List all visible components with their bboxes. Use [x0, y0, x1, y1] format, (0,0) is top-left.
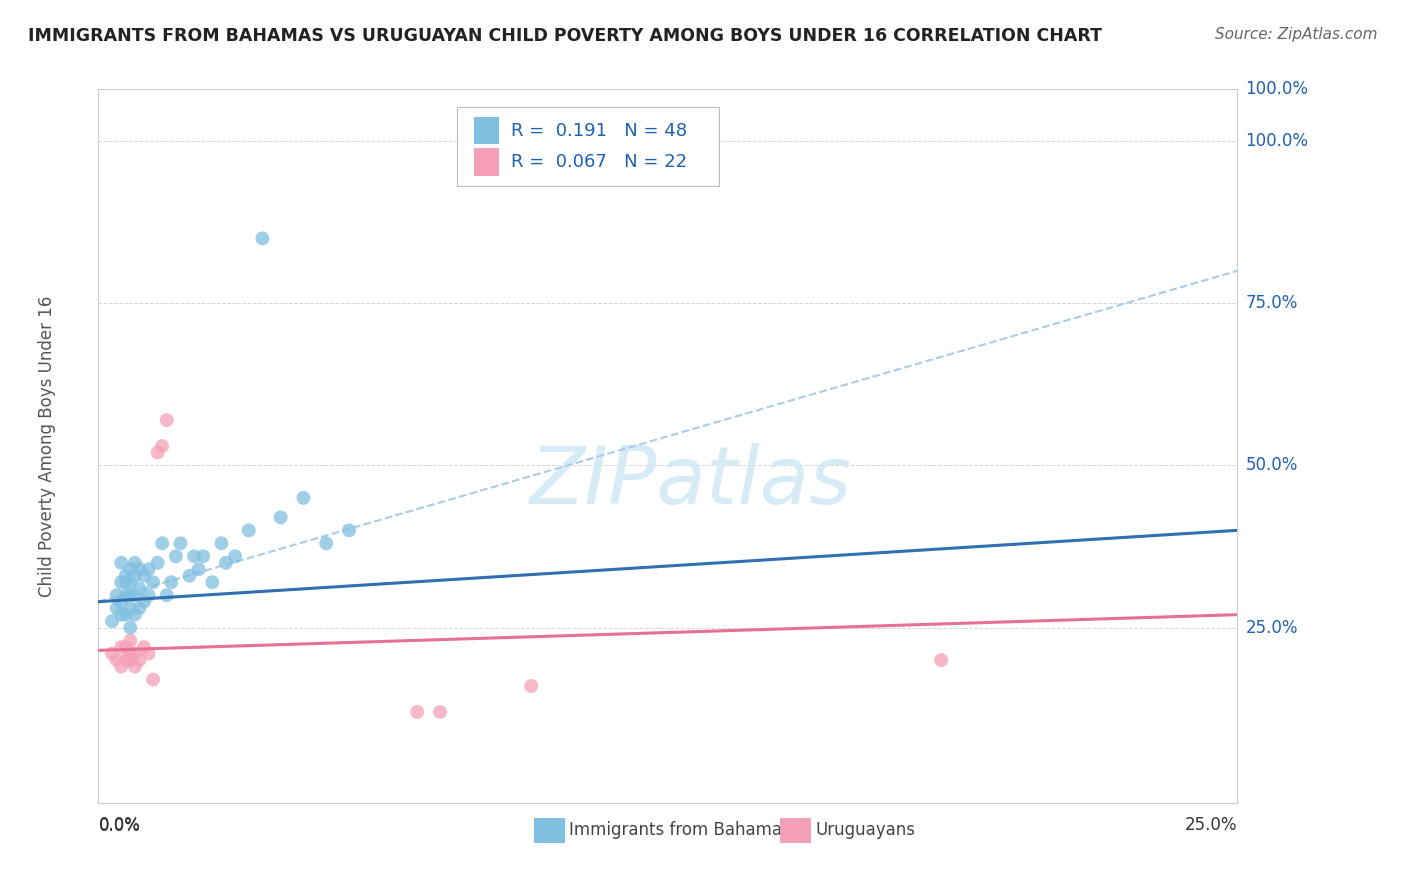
- Point: [128, 601, 150, 615]
- Point: [520, 679, 543, 693]
- Text: Source: ZipAtlas.com: Source: ZipAtlas.com: [1215, 27, 1378, 42]
- Point: [120, 575, 142, 590]
- Text: 25.0%: 25.0%: [1246, 619, 1298, 637]
- Text: 75.0%: 75.0%: [1246, 294, 1298, 312]
- Point: [156, 413, 179, 427]
- Point: [110, 595, 132, 609]
- Point: [169, 536, 191, 550]
- Point: [132, 640, 155, 654]
- Point: [101, 647, 124, 661]
- Text: R =  0.191   N = 48: R = 0.191 N = 48: [510, 121, 686, 139]
- Point: [315, 536, 337, 550]
- Point: [224, 549, 246, 564]
- Point: [128, 562, 150, 576]
- Point: [105, 588, 128, 602]
- Point: [238, 524, 260, 538]
- Point: [146, 556, 169, 570]
- Point: [179, 568, 201, 582]
- Text: 100.0%: 100.0%: [1246, 80, 1309, 98]
- Point: [150, 536, 173, 550]
- Point: [120, 633, 142, 648]
- Point: [114, 568, 136, 582]
- Point: [124, 607, 146, 622]
- Point: [132, 595, 155, 609]
- Text: 50.0%: 50.0%: [1246, 457, 1298, 475]
- Point: [124, 556, 146, 570]
- Point: [142, 575, 165, 590]
- Point: [150, 439, 173, 453]
- Point: [193, 549, 215, 564]
- Point: [114, 607, 136, 622]
- Point: [105, 601, 128, 615]
- Point: [215, 556, 238, 570]
- Point: [120, 562, 142, 576]
- Point: [110, 607, 132, 622]
- Point: [120, 588, 142, 602]
- Point: [406, 705, 429, 719]
- Text: Uruguayans: Uruguayans: [815, 822, 915, 839]
- FancyBboxPatch shape: [474, 117, 499, 145]
- Point: [142, 673, 165, 687]
- Point: [124, 647, 146, 661]
- Point: [120, 621, 142, 635]
- Point: [128, 653, 150, 667]
- Point: [270, 510, 292, 524]
- Point: [101, 614, 124, 628]
- Point: [165, 549, 187, 564]
- Text: 0.0%: 0.0%: [98, 816, 141, 834]
- Point: [146, 445, 169, 459]
- FancyBboxPatch shape: [457, 107, 718, 186]
- Point: [132, 568, 155, 582]
- Text: Child Poverty Among Boys Under 16: Child Poverty Among Boys Under 16: [38, 295, 56, 597]
- Point: [120, 653, 142, 667]
- Point: [929, 653, 952, 667]
- Point: [110, 640, 132, 654]
- Text: 25.0%: 25.0%: [1185, 816, 1237, 834]
- Point: [292, 491, 315, 505]
- Point: [252, 231, 274, 245]
- Point: [429, 705, 451, 719]
- Point: [120, 647, 142, 661]
- Point: [114, 588, 136, 602]
- Point: [337, 524, 360, 538]
- Text: Immigrants from Bahamas: Immigrants from Bahamas: [569, 822, 792, 839]
- Point: [209, 536, 232, 550]
- Point: [156, 588, 179, 602]
- Text: IMMIGRANTS FROM BAHAMAS VS URUGUAYAN CHILD POVERTY AMONG BOYS UNDER 16 CORRELATI: IMMIGRANTS FROM BAHAMAS VS URUGUAYAN CHI…: [28, 27, 1102, 45]
- Point: [124, 568, 146, 582]
- Point: [120, 601, 142, 615]
- Point: [201, 575, 224, 590]
- Point: [138, 588, 160, 602]
- Point: [105, 653, 128, 667]
- Point: [160, 575, 183, 590]
- Point: [138, 647, 160, 661]
- Point: [183, 549, 205, 564]
- Point: [124, 659, 146, 673]
- Point: [110, 659, 132, 673]
- Text: 0.0%: 0.0%: [98, 817, 141, 835]
- Text: 100.0%: 100.0%: [1246, 132, 1309, 150]
- Text: ZIPatlas: ZIPatlas: [530, 442, 852, 521]
- Point: [138, 562, 160, 576]
- Point: [110, 556, 132, 570]
- Point: [124, 588, 146, 602]
- Point: [128, 582, 150, 596]
- Point: [187, 562, 209, 576]
- Point: [110, 575, 132, 590]
- Point: [114, 640, 136, 654]
- FancyBboxPatch shape: [474, 148, 499, 176]
- Text: R =  0.067   N = 22: R = 0.067 N = 22: [510, 153, 686, 171]
- Point: [114, 575, 136, 590]
- Point: [114, 653, 136, 667]
